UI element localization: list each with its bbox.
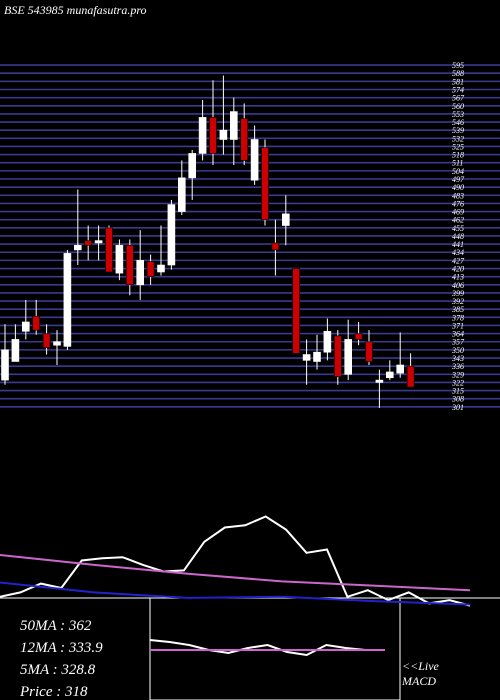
y-tick-label: 546	[452, 118, 464, 127]
y-tick-label: 574	[452, 86, 464, 95]
y-tick-label: 322	[451, 378, 464, 387]
candle-body	[292, 268, 301, 354]
candle-body	[94, 240, 103, 244]
candle-body	[302, 354, 311, 361]
y-tick-label: 595	[452, 61, 464, 70]
candle-body	[406, 365, 415, 388]
y-tick-label: 567	[452, 94, 465, 103]
candle-body	[375, 379, 384, 383]
y-tick-label: 427	[452, 256, 465, 265]
candle-body	[198, 117, 207, 154]
candle-body	[126, 244, 134, 286]
candle-body	[1, 349, 9, 381]
candle-body	[365, 341, 373, 362]
y-tick-label: 413	[452, 273, 464, 282]
y-tick-label: 441	[452, 240, 464, 249]
candle-body	[11, 339, 20, 362]
candle-body	[178, 177, 186, 212]
candle-body	[333, 335, 342, 377]
candle-body	[63, 253, 72, 347]
series-line	[149, 639, 385, 657]
candle-body	[271, 242, 280, 251]
ma-label: 50MA : 362	[20, 618, 92, 634]
candle-body	[313, 351, 321, 362]
y-tick-label: 329	[451, 370, 464, 379]
y-tick-label: 406	[452, 281, 464, 290]
y-tick-label: 364	[451, 330, 464, 339]
candle-body	[188, 153, 196, 179]
y-tick-label: 581	[452, 77, 464, 86]
candle-body	[323, 330, 332, 353]
candle-body	[53, 341, 61, 346]
y-tick-label: 497	[452, 175, 465, 184]
y-tick-label: 462	[452, 216, 464, 225]
candle-body	[105, 227, 113, 273]
series-line	[0, 515, 471, 607]
y-tick-label: 301	[451, 403, 464, 412]
y-tick-label: 511	[452, 159, 463, 168]
macd-label: MACD	[401, 674, 436, 688]
candle-body	[136, 260, 144, 286]
y-tick-label: 476	[452, 199, 464, 208]
y-tick-label: 553	[452, 110, 464, 119]
ma-label: 5MA : 328.8	[20, 662, 96, 678]
macd-label: <<Live	[402, 659, 440, 673]
y-tick-label: 483	[452, 191, 464, 200]
candle-body	[240, 118, 248, 161]
y-tick-label: 378	[451, 313, 464, 322]
y-tick-label: 371	[451, 321, 464, 330]
y-tick-label: 434	[452, 248, 464, 257]
series-line	[0, 554, 471, 592]
candle-body	[219, 129, 228, 140]
y-tick-label: 343	[451, 354, 464, 363]
y-tick-label: 539	[452, 126, 464, 135]
series-line	[0, 581, 471, 606]
candle-body	[42, 333, 51, 348]
y-tick-label: 448	[452, 232, 464, 241]
candle-body	[281, 213, 290, 226]
candle-body	[115, 244, 124, 274]
candle-body	[146, 261, 155, 277]
y-tick-label: 469	[452, 208, 464, 217]
y-tick-label: 357	[451, 338, 465, 347]
y-tick-label: 315	[451, 387, 464, 396]
candle-body	[74, 244, 82, 251]
candle-body	[230, 111, 238, 140]
y-tick-label: 399	[451, 289, 464, 298]
y-tick-label: 420	[452, 265, 464, 274]
y-tick-label: 490	[452, 183, 464, 192]
y-tick-label: 308	[451, 395, 464, 404]
ma-label: 12MA : 333.9	[20, 640, 103, 656]
candle-body	[385, 371, 394, 379]
candle-body	[21, 321, 30, 332]
y-tick-label: 504	[452, 167, 464, 176]
candle-body	[261, 147, 269, 220]
ma-label: Price : 318	[19, 684, 88, 700]
y-tick-label: 336	[451, 362, 464, 371]
y-tick-label: 385	[451, 305, 464, 314]
candle-body	[167, 204, 176, 266]
candle-body	[32, 315, 41, 331]
candle-body	[354, 333, 363, 340]
candle-body	[344, 339, 353, 375]
candle-body	[250, 139, 259, 181]
candle-body	[84, 240, 92, 246]
y-tick-label: 525	[452, 142, 464, 151]
y-tick-label: 588	[452, 69, 464, 78]
chart-title: BSE 543985 munafasutra.pro	[4, 3, 147, 17]
candle-body	[157, 264, 165, 273]
candle-body	[396, 364, 405, 374]
y-tick-label: 350	[451, 346, 464, 355]
y-tick-label: 392	[451, 297, 464, 306]
y-tick-label: 532	[452, 134, 464, 143]
y-tick-label: 455	[452, 224, 464, 233]
candle-body	[209, 117, 217, 154]
y-tick-label: 518	[452, 151, 464, 160]
y-tick-label: 560	[452, 102, 464, 111]
